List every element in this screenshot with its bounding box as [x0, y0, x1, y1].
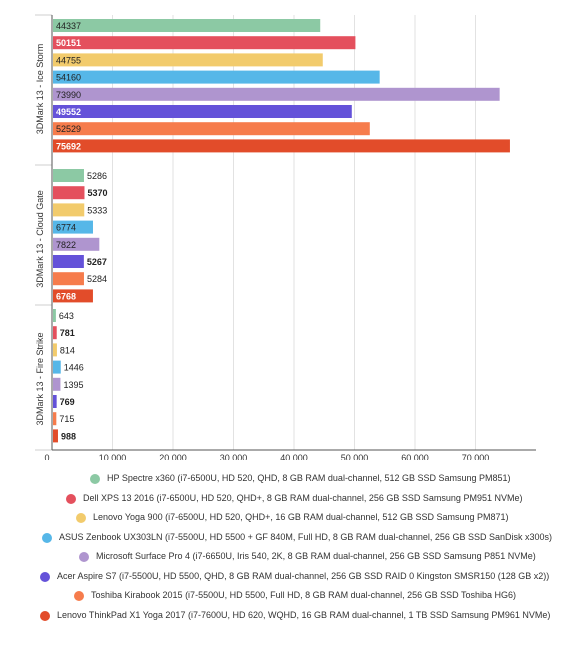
bar-value-label: 52529: [56, 124, 81, 134]
bar-value-label: 44755: [56, 55, 81, 65]
bar-value-label: 5286: [87, 171, 107, 181]
legend-swatch: [79, 552, 89, 562]
legend-label: Lenovo ThinkPad X1 Yoga 2017 (i7-7600U, …: [57, 609, 551, 620]
bar: [53, 53, 323, 67]
bar-value-label: 75692: [56, 141, 81, 151]
group-label: 3DMark 13 - Fire Strike: [35, 332, 45, 425]
bar: [53, 237, 100, 251]
legend-label: Toshiba Kirabook 2015 (i7-5500U, HD 5500…: [91, 590, 517, 600]
bar-value-label: 54160: [56, 73, 81, 83]
x-tick-label: 40,000: [280, 453, 308, 460]
bar-value-label: 643: [59, 311, 74, 321]
bar-value-label: 814: [60, 345, 75, 355]
bar-value-label: 769: [60, 397, 75, 407]
bar: [53, 105, 352, 118]
x-tick-label: 50,000: [341, 453, 369, 460]
legend-label: HP Spectre x360 (i7-6500U, HD 520, QHD, …: [107, 473, 511, 483]
bar: [53, 36, 356, 50]
legend-label: ASUS Zenbook UX303LN (i7-5500U, HD 5500 …: [59, 531, 552, 542]
bar-value-label: 5333: [87, 205, 107, 215]
legend-swatch: [66, 493, 76, 504]
bar: [53, 122, 370, 136]
bar-value-label: 1395: [63, 380, 83, 390]
bar-value-label: 781: [60, 328, 75, 338]
bar: [53, 377, 61, 391]
legend-swatch: [42, 532, 52, 543]
legend-swatch: [76, 513, 86, 523]
x-tick-label: 0: [44, 453, 49, 460]
bar: [53, 412, 57, 426]
bar: [53, 429, 58, 443]
bar: [53, 220, 93, 234]
x-tick-label: 20,000: [159, 453, 187, 460]
bar: [53, 360, 61, 374]
bar: [53, 19, 321, 32]
bar: [53, 395, 57, 408]
x-tick-label: 10,000: [99, 453, 127, 460]
x-tick-label: 70,000: [462, 453, 490, 460]
bar: [53, 186, 85, 200]
group-label: 3DMark 13 - Cloud Gate: [35, 190, 45, 288]
legend-label: Lenovo Yoga 900 (i7-6500U, HD 520, QHD+,…: [93, 512, 509, 522]
bar: [53, 139, 510, 153]
bar-value-label: 6774: [56, 223, 76, 233]
bar: [53, 326, 57, 340]
legend-label: Acer Aspire S7 (i7-5500U, HD 5500, QHD, …: [57, 570, 550, 581]
bar-value-label: 73990: [56, 90, 81, 100]
bar-value-label: 715: [59, 414, 74, 424]
bar-chart: 3DMark 13 - Ice Storm 3DMark 13 - Cloud G…: [35, 14, 536, 460]
legend-swatch: [40, 610, 50, 621]
legend-swatch: [74, 591, 84, 601]
bar: [53, 343, 57, 357]
bar-value-label: 44337: [56, 21, 81, 31]
bar: [53, 169, 84, 182]
bar: [53, 272, 84, 286]
bar-value-label: 1446: [64, 363, 84, 373]
bar-value-label: 5284: [87, 274, 107, 284]
bar: [53, 289, 93, 303]
bar-value-label: 49552: [56, 107, 81, 117]
x-tick-label: 30,000: [220, 453, 248, 460]
bar-value-label: 5267: [87, 257, 107, 267]
bar: [53, 87, 500, 101]
legend-swatch: [90, 474, 100, 484]
bar: [53, 309, 56, 322]
group-label: 3DMark 13 - Ice Storm: [35, 44, 45, 135]
legend-label: Dell XPS 13 2016 (i7-6500U, HD 520, QHD+…: [83, 492, 523, 503]
bar-value-label: 50151: [56, 38, 81, 48]
bar-value-label: 6768: [56, 291, 76, 301]
legend-swatch: [40, 571, 50, 582]
bar-value-label: 5370: [87, 188, 107, 198]
bar: [53, 70, 380, 84]
bar: [53, 203, 85, 217]
bar: [53, 255, 84, 268]
legend-label: Microsoft Surface Pro 4 (i7-6650U, Iris …: [96, 551, 536, 561]
bar-value-label: 988: [61, 431, 76, 441]
bar-value-label: 7822: [56, 240, 76, 250]
x-tick-label: 60,000: [401, 453, 429, 460]
